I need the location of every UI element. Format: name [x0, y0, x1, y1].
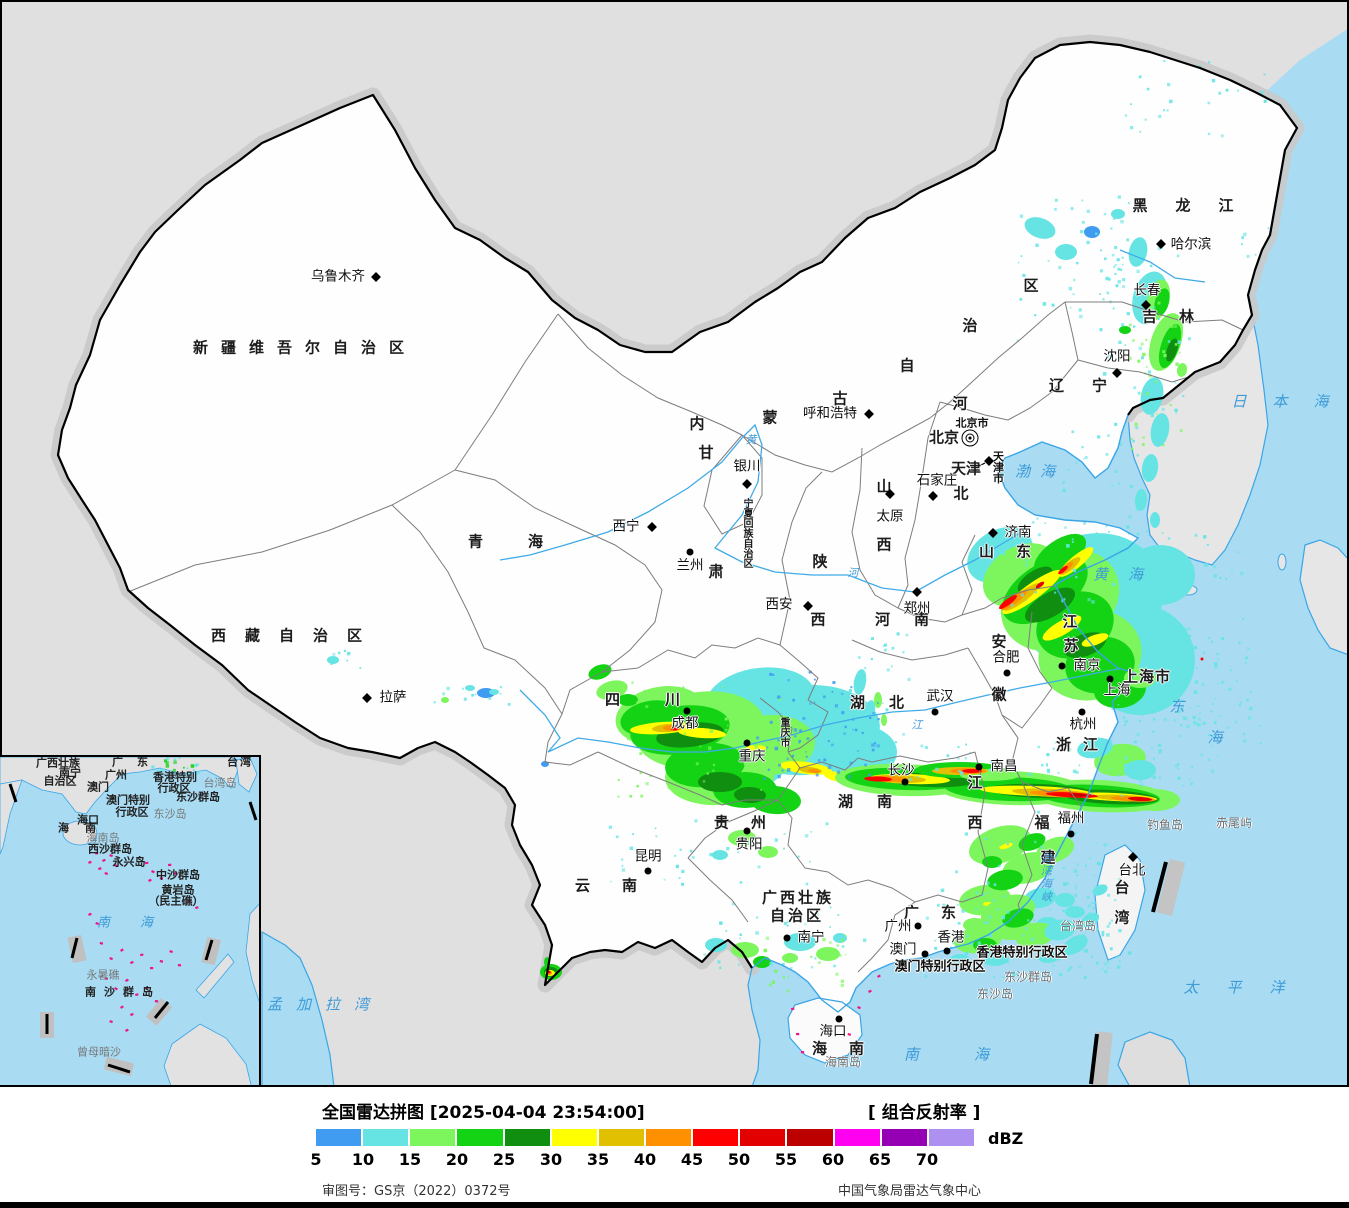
colorbar-ticks: 5 10 15 20 25 30 35 40 45 50 55 60 65 70 — [310, 1150, 974, 1169]
colorbar-tick: 20 — [445, 1150, 469, 1169]
hainan-island — [787, 997, 863, 1064]
legend-panel: 全国雷达拼图 [2025-04-04 23:54:00] [ 组合反射率 ] 5… — [0, 1087, 1349, 1202]
luzon-island — [1117, 1031, 1191, 1087]
south-china-sea-inset: 广西壮族 自治区 南宁 广东 广州 香港特别 行政区 澳门 澳门特别 行政区 台湾 台湾岛 东沙群岛 东沙… — [0, 755, 261, 1087]
inset-map-svg — [0, 757, 259, 1085]
radar-echo-layer — [327, 60, 1270, 993]
inset-vietnam-coast — [0, 779, 23, 855]
china-map-area: 新疆维吾尔自治区 西藏自治区 青海甘肃内蒙古自治区黑龙江 吉林 辽宁河北山西山东 河南陕西… — [0, 0, 1349, 1087]
colorbar-segment — [693, 1129, 739, 1146]
colorbar-tick: 60 — [821, 1150, 845, 1169]
colorbar-segment — [598, 1129, 644, 1146]
colorbar-tick: 10 — [351, 1150, 375, 1169]
colorbar-segment — [316, 1129, 362, 1146]
legend-unit: dBZ — [988, 1129, 1024, 1148]
colorbar-tick: 65 — [868, 1150, 892, 1169]
legend-title: 全国雷达拼图 [2025-04-04 23:54:00] — [322, 1103, 645, 1123]
inset-philippines — [245, 903, 259, 1003]
colorbar-segment — [457, 1129, 503, 1146]
inset-radar-specks — [151, 757, 200, 775]
colorbar-segment — [834, 1129, 880, 1146]
agency-credit: 中国气象局雷达气象中心 — [838, 1184, 982, 1199]
inset-south-china-coast — [0, 757, 239, 815]
colorbar-tick: 15 — [398, 1150, 422, 1169]
colorbar-tick: 40 — [633, 1150, 657, 1169]
vietnam-coastline — [747, 967, 761, 1087]
kyushu-island — [1299, 539, 1349, 656]
sea-pacific — [748, 28, 1349, 1087]
inset-borneo — [163, 1023, 252, 1085]
colorbar-segment — [881, 1129, 927, 1146]
colorbar-segment — [410, 1129, 456, 1146]
national-border — [56, 40, 1299, 987]
inset-palawan — [195, 953, 235, 999]
colorbar-segment — [787, 1129, 833, 1146]
colorbar-tick: 5 — [310, 1150, 322, 1169]
bottom-border-bar — [0, 1202, 1349, 1208]
colorbar-segment — [645, 1129, 692, 1146]
colorbar-tick: 55 — [774, 1150, 798, 1169]
interference-marks — [791, 974, 881, 1054]
inset-hainan — [62, 820, 98, 846]
colorbar-segment — [740, 1129, 786, 1146]
province-boundaries — [127, 301, 1244, 973]
tsushima-island — [1277, 553, 1287, 571]
map-license-number: 审图号：GS京（2022）0372号 — [322, 1184, 511, 1199]
inset-island-marks — [87, 852, 199, 1032]
colorbar-tick: 35 — [586, 1150, 610, 1169]
colorbar-tick: 70 — [915, 1150, 939, 1169]
ryukyu-chain — [1089, 858, 1186, 1087]
colorbar-segment — [928, 1129, 974, 1146]
colorbar-tick: 30 — [539, 1150, 563, 1169]
tianjin-leader-line — [966, 462, 986, 473]
china-coastline — [751, 414, 1140, 1013]
colorbar-tick: 45 — [680, 1150, 704, 1169]
nine-dash-line — [8, 783, 258, 1077]
colorbar-segment — [504, 1129, 550, 1146]
colorbar-segment — [363, 1129, 409, 1146]
colorbar — [316, 1129, 974, 1146]
sea-bengal — [261, 930, 335, 1087]
colorbar-segment — [551, 1129, 597, 1146]
colorbar-tick: 25 — [492, 1150, 516, 1169]
map-frame — [0, 0, 1349, 1087]
inset-taiwan — [235, 757, 258, 793]
colorbar-tick: 50 — [727, 1150, 751, 1169]
rivers — [499, 249, 1206, 753]
legend-product: [ 组合反射率 ] — [868, 1103, 981, 1123]
